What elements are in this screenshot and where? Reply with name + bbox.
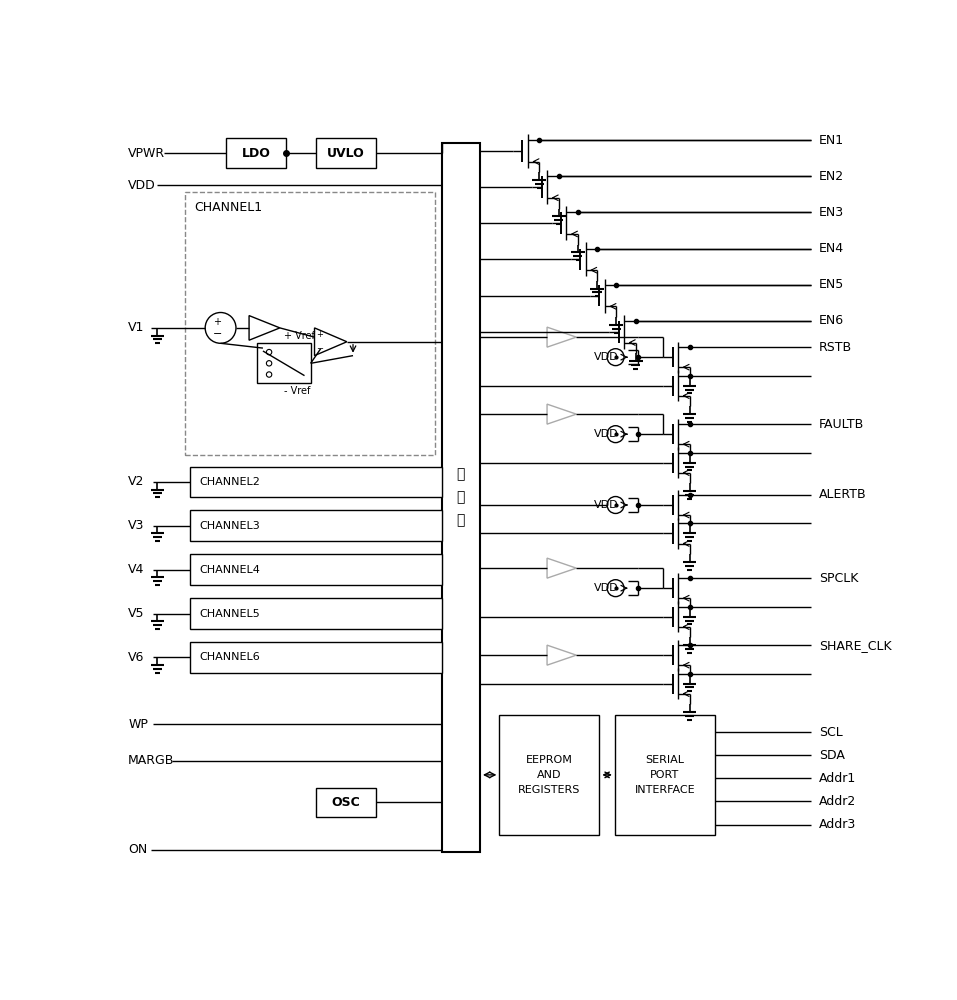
Text: RSTB: RSTB xyxy=(819,341,852,354)
Text: EN3: EN3 xyxy=(819,206,844,219)
Text: ALERTB: ALERTB xyxy=(819,488,866,501)
Text: FAULTB: FAULTB xyxy=(819,418,864,431)
Text: +: + xyxy=(316,330,323,339)
Text: −: − xyxy=(316,344,323,353)
Text: CHANNEL4: CHANNEL4 xyxy=(199,565,260,575)
Bar xyxy=(316,138,376,168)
Text: LDO: LDO xyxy=(241,147,271,160)
Text: V2: V2 xyxy=(128,475,145,488)
Text: EN4: EN4 xyxy=(819,242,844,255)
Text: EN1: EN1 xyxy=(819,134,844,147)
Bar xyxy=(614,715,715,835)
Text: EN2: EN2 xyxy=(819,170,844,183)
Text: EN5: EN5 xyxy=(819,278,844,291)
Text: SDA: SDA xyxy=(819,749,845,762)
Text: CHANNEL6: CHANNEL6 xyxy=(199,652,259,662)
Bar xyxy=(441,143,480,852)
Text: Addr3: Addr3 xyxy=(819,818,857,831)
Text: VDD: VDD xyxy=(128,179,156,192)
Text: VPWR: VPWR xyxy=(128,147,166,160)
Text: OSC: OSC xyxy=(332,796,361,809)
Text: Addr2: Addr2 xyxy=(819,795,857,808)
Text: V4: V4 xyxy=(128,563,145,576)
Text: −: − xyxy=(212,329,222,339)
Text: MARGB: MARGB xyxy=(128,754,174,767)
Text: V3: V3 xyxy=(128,519,145,532)
Text: Addr1: Addr1 xyxy=(819,772,857,785)
Text: +: + xyxy=(213,317,221,327)
Text: SHARE_CLK: SHARE_CLK xyxy=(819,639,892,652)
Text: VDD: VDD xyxy=(594,429,618,439)
Bar xyxy=(226,138,286,168)
Text: - Vref: - Vref xyxy=(283,386,310,396)
Text: VDD: VDD xyxy=(594,352,618,362)
Text: SERIAL
PORT
INTERFACE: SERIAL PORT INTERFACE xyxy=(634,755,695,795)
Text: CHANNEL2: CHANNEL2 xyxy=(199,477,260,487)
Bar xyxy=(189,554,442,585)
Text: SCL: SCL xyxy=(819,726,842,739)
Text: UVLO: UVLO xyxy=(327,147,365,160)
Bar xyxy=(189,466,442,497)
Text: SPCLK: SPCLK xyxy=(819,572,858,585)
Text: V5: V5 xyxy=(128,607,145,620)
Text: V6: V6 xyxy=(128,651,145,664)
Text: CHANNEL3: CHANNEL3 xyxy=(199,521,259,531)
Bar xyxy=(189,642,442,673)
Text: VDD: VDD xyxy=(594,583,618,593)
Text: VDD: VDD xyxy=(594,500,618,510)
Text: + Vref: + Vref xyxy=(283,331,315,341)
Text: ON: ON xyxy=(128,843,147,856)
Bar xyxy=(500,715,599,835)
Text: 处
理
器: 处 理 器 xyxy=(456,468,465,527)
Text: EN6: EN6 xyxy=(819,314,844,327)
Bar xyxy=(316,788,376,817)
Bar xyxy=(256,343,311,383)
Text: EEPROM
AND
REGISTERS: EEPROM AND REGISTERS xyxy=(518,755,581,795)
Text: CHANNEL1: CHANNEL1 xyxy=(194,201,262,214)
Text: V1: V1 xyxy=(128,321,145,334)
Text: WP: WP xyxy=(128,718,148,731)
Bar xyxy=(189,598,442,629)
Bar xyxy=(189,510,442,541)
Text: CHANNEL5: CHANNEL5 xyxy=(199,609,259,619)
Bar xyxy=(185,192,435,455)
